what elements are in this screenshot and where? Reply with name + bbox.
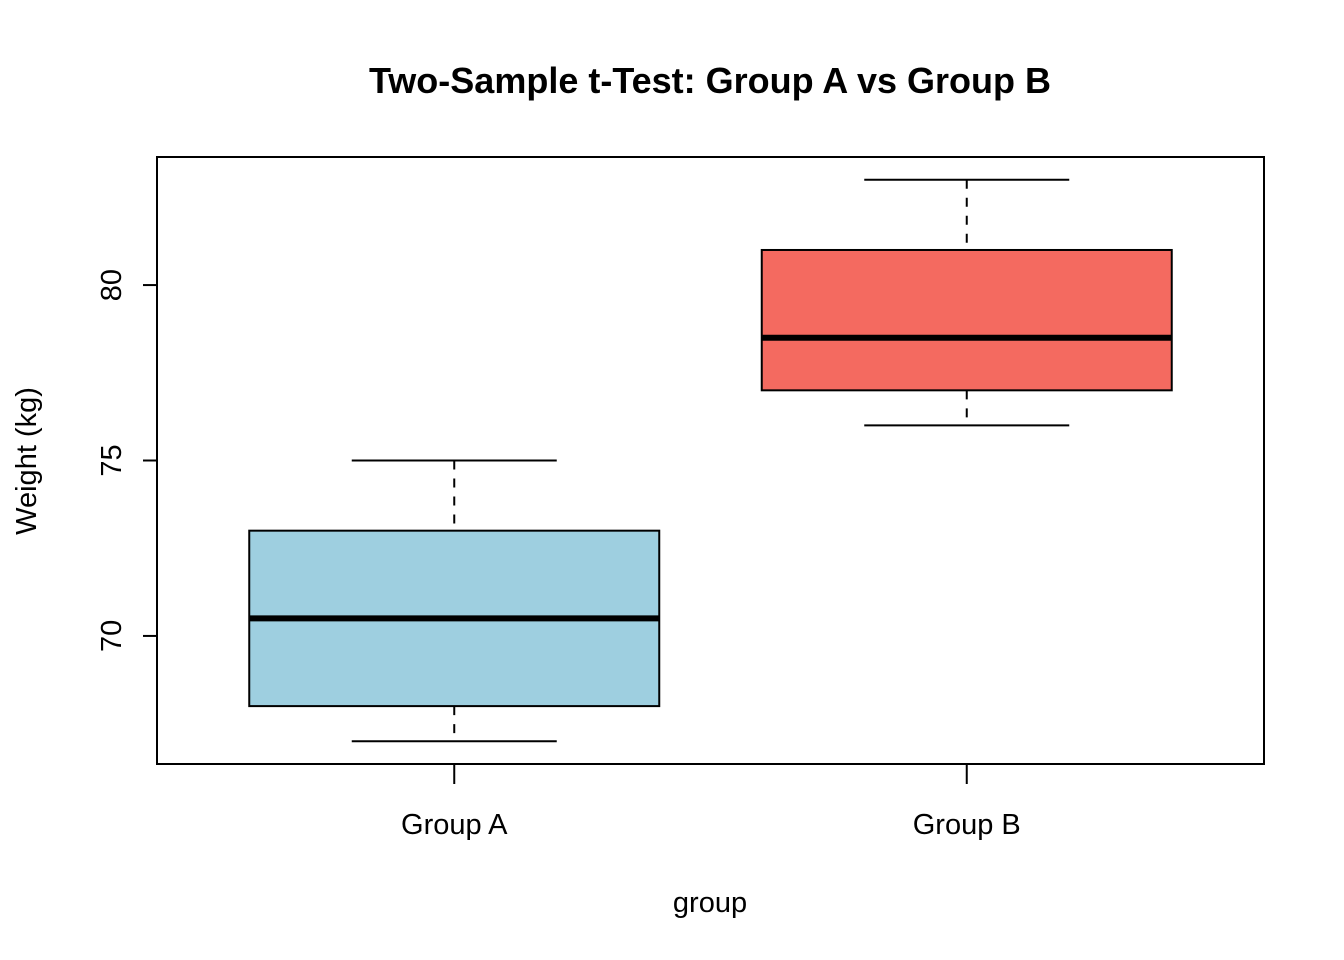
y-tick-label: 70 xyxy=(96,620,128,652)
x-tick-label: Group A xyxy=(401,809,508,841)
x-tick-label: Group B xyxy=(913,809,1021,841)
box-group-b-iqr-box xyxy=(760,248,1173,392)
y-axis-label: Weight (kg) xyxy=(11,387,43,535)
x-axis-label: group xyxy=(673,887,747,919)
y-tick-label: 75 xyxy=(96,444,128,476)
y-axis: 70 75 80 xyxy=(96,269,157,652)
y-tick-label: 80 xyxy=(96,269,128,301)
x-axis: Group A Group B xyxy=(401,764,1021,841)
chart-title: Two-Sample t-Test: Group A vs Group B xyxy=(369,60,1051,101)
box-group xyxy=(248,178,1173,743)
